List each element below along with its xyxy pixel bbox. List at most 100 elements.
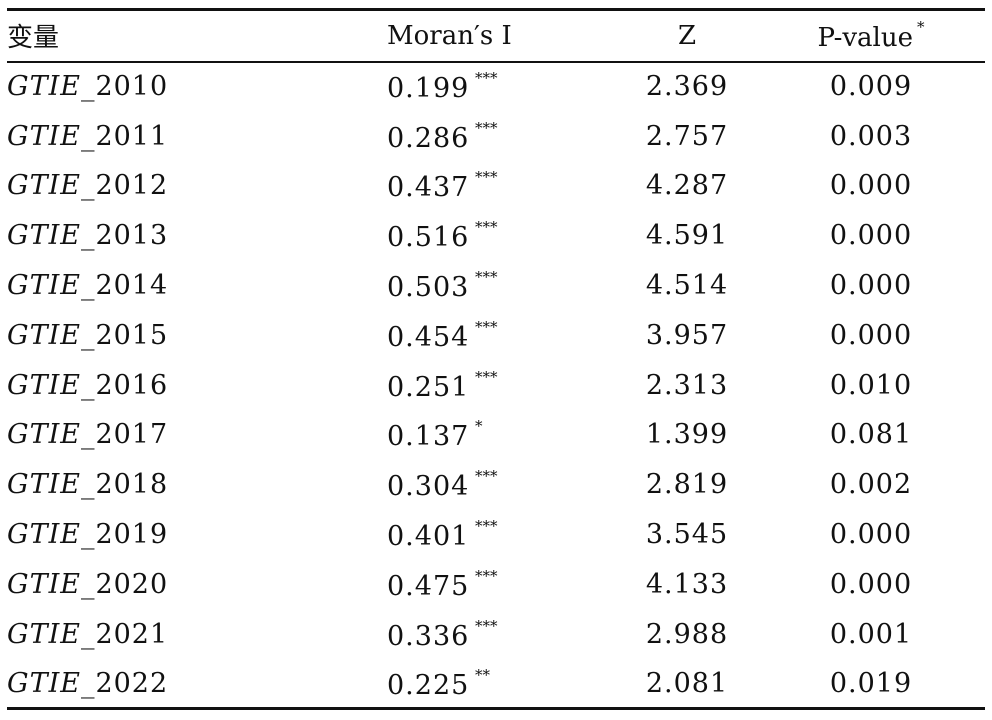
morans-i-value: 0.137 <box>387 421 470 453</box>
significance-stars: *** <box>475 616 498 635</box>
variable-cell: GTIE_2014 <box>7 261 387 311</box>
morans-i-value: 0.304 <box>387 471 470 503</box>
header-p-value: P-value * <box>757 8 985 63</box>
z-value-cell: 2.988 <box>645 618 729 650</box>
table-row: GTIE_2013 0.516 *** 4.591 0.000 <box>7 211 985 261</box>
significance-stars: *** <box>475 317 498 336</box>
variable-year: 2013 <box>95 220 169 252</box>
table-row: GTIE_2012 0.437 *** 4.287 0.000 <box>7 161 985 211</box>
table-row: GTIE_2021 0.336 *** 2.988 0.001 <box>7 609 985 659</box>
variable-cell: GTIE_2016 <box>7 360 387 410</box>
header-morans-i: Moran′s I <box>387 8 617 63</box>
variable-prefix: GTIE_ <box>7 469 96 501</box>
significance-stars: *** <box>475 218 498 237</box>
table-row: GTIE_2016 0.251 *** 2.313 0.010 <box>7 360 985 410</box>
morans-i-cell: 0.225 ** <box>387 659 617 711</box>
variable-cell: GTIE_2020 <box>7 559 387 609</box>
significance-stars: *** <box>475 118 498 137</box>
header-variable: 变量 <box>7 8 387 63</box>
table-row: GTIE_2017 0.137 * 1.399 0.081 <box>7 410 985 460</box>
z-value-cell: 2.819 <box>645 469 729 501</box>
morans-i-cell: 0.437 *** <box>387 161 617 211</box>
z-value-cell: 4.591 <box>645 220 729 252</box>
variable-prefix: GTIE_ <box>7 568 96 600</box>
variable-year: 2017 <box>95 419 169 451</box>
variable-prefix: GTIE_ <box>7 667 96 699</box>
morans-i-cell: 0.251 *** <box>387 360 617 410</box>
variable-prefix: GTIE_ <box>7 120 96 152</box>
variable-cell: GTIE_2019 <box>7 510 387 560</box>
p-value-cell: 0.001 <box>829 618 913 650</box>
table-row: GTIE_2019 0.401 *** 3.545 0.000 <box>7 510 985 560</box>
morans-i-cell: 0.286 *** <box>387 111 617 161</box>
variable-prefix: GTIE_ <box>7 319 96 351</box>
table-header: 变量 Moran′s I Z P-value * <box>7 8 985 63</box>
z-value-cell: 4.287 <box>645 170 729 202</box>
variable-prefix: GTIE_ <box>7 419 96 451</box>
significance-stars: *** <box>475 367 498 386</box>
table-row: GTIE_2010 0.199 *** 2.369 0.009 <box>7 62 985 112</box>
variable-year: 2012 <box>95 170 169 202</box>
p-value-cell: 0.000 <box>829 220 913 252</box>
variable-prefix: GTIE_ <box>7 270 96 302</box>
variable-year: 2011 <box>95 120 169 152</box>
variable-prefix: GTIE_ <box>7 369 96 401</box>
variable-cell: GTIE_2010 <box>7 62 387 112</box>
morans-i-value: 0.401 <box>387 521 470 553</box>
p-value-cell: 0.081 <box>829 419 913 451</box>
morans-i-value: 0.454 <box>387 321 470 353</box>
morans-i-cell: 0.475 *** <box>387 559 617 609</box>
morans-i-cell: 0.516 *** <box>387 211 617 261</box>
significance-stars: * <box>475 417 483 436</box>
morans-i-cell: 0.137 * <box>387 410 617 460</box>
significance-stars: *** <box>475 168 498 187</box>
header-p-value-marker: * <box>917 18 925 37</box>
variable-prefix: GTIE_ <box>7 220 96 252</box>
table-row: GTIE_2011 0.286 *** 2.757 0.003 <box>7 111 985 161</box>
variable-year: 2018 <box>95 469 169 501</box>
variable-prefix: GTIE_ <box>7 170 96 202</box>
p-value-cell: 0.010 <box>829 369 913 401</box>
variable-prefix: GTIE_ <box>7 71 96 103</box>
z-value-cell: 2.313 <box>645 369 729 401</box>
z-value-cell: 3.545 <box>645 519 729 551</box>
p-value-cell: 0.000 <box>829 319 913 351</box>
table-row: GTIE_2015 0.454 *** 3.957 0.000 <box>7 310 985 360</box>
z-value-cell: 2.757 <box>645 120 729 152</box>
p-value-cell: 0.003 <box>829 120 913 152</box>
variable-cell: GTIE_2017 <box>7 410 387 460</box>
z-value-cell: 1.399 <box>645 419 729 451</box>
p-value-cell: 0.000 <box>829 270 913 302</box>
p-value-cell: 0.009 <box>829 71 913 103</box>
significance-stars: *** <box>475 517 498 536</box>
p-value-cell: 0.000 <box>829 170 913 202</box>
z-value-cell: 2.369 <box>645 71 729 103</box>
morans-i-cell: 0.454 *** <box>387 310 617 360</box>
morans-i-value: 0.503 <box>387 272 470 304</box>
morans-i-value: 0.286 <box>387 122 470 154</box>
variable-cell: GTIE_2012 <box>7 161 387 211</box>
variable-prefix: GTIE_ <box>7 519 96 551</box>
variable-year: 2010 <box>95 71 169 103</box>
morans-i-value: 0.251 <box>387 371 470 403</box>
variable-cell: GTIE_2013 <box>7 211 387 261</box>
header-row: 变量 Moran′s I Z P-value * <box>7 8 985 63</box>
morans-i-cell: 0.304 *** <box>387 460 617 510</box>
header-z: Z <box>617 8 757 63</box>
variable-year: 2014 <box>95 270 169 302</box>
variable-year: 2019 <box>95 519 169 551</box>
p-value-cell: 0.002 <box>829 469 913 501</box>
table-row: GTIE_2014 0.503 *** 4.514 0.000 <box>7 261 985 311</box>
morans-i-value: 0.437 <box>387 172 470 204</box>
table-row: GTIE_2018 0.304 *** 2.819 0.002 <box>7 460 985 510</box>
variable-year: 2022 <box>95 667 169 699</box>
variable-cell: GTIE_2022 <box>7 659 387 711</box>
variable-cell: GTIE_2018 <box>7 460 387 510</box>
z-value-cell: 2.081 <box>617 659 757 711</box>
morans-i-cell: 0.503 *** <box>387 261 617 311</box>
significance-stars: *** <box>475 268 498 287</box>
variable-cell: GTIE_2021 <box>7 609 387 659</box>
morans-i-value: 0.336 <box>387 620 470 652</box>
p-value-cell: 0.000 <box>829 519 913 551</box>
